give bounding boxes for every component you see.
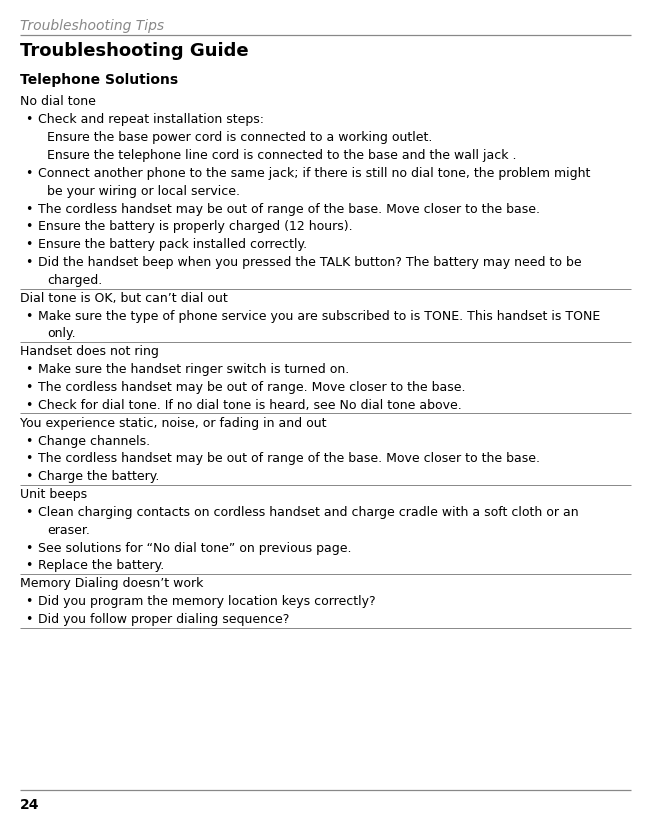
Text: The cordless handset may be out of range of the base. Move closer to the base.: The cordless handset may be out of range…: [38, 203, 540, 216]
Text: eraser.: eraser.: [47, 524, 90, 537]
Text: Troubleshooting Guide: Troubleshooting Guide: [20, 42, 248, 60]
Text: Ensure the battery is properly charged (12 hours).: Ensure the battery is properly charged (…: [38, 220, 352, 233]
Text: Ensure the telephone line cord is connected to the base and the wall jack .: Ensure the telephone line cord is connec…: [47, 149, 517, 162]
Text: •: •: [25, 434, 32, 447]
Text: Did you program the memory location keys correctly?: Did you program the memory location keys…: [38, 595, 375, 608]
Text: Handset does not ring: Handset does not ring: [20, 345, 159, 359]
Text: Check and repeat installation steps:: Check and repeat installation steps:: [38, 114, 264, 126]
Text: •: •: [25, 256, 32, 269]
Text: Ensure the base power cord is connected to a working outlet.: Ensure the base power cord is connected …: [47, 131, 433, 144]
Text: •: •: [25, 381, 32, 394]
Text: Dial tone is OK, but can’t dial out: Dial tone is OK, but can’t dial out: [20, 291, 227, 305]
Text: •: •: [25, 310, 32, 323]
Text: Charge the battery.: Charge the battery.: [38, 470, 159, 483]
Text: •: •: [25, 203, 32, 216]
Text: Replace the battery.: Replace the battery.: [38, 559, 164, 573]
Text: only.: only.: [47, 327, 76, 340]
Text: •: •: [25, 505, 32, 519]
Text: The cordless handset may be out of range of the base. Move closer to the base.: The cordless handset may be out of range…: [38, 452, 540, 466]
Text: No dial tone: No dial tone: [20, 95, 96, 109]
Text: •: •: [25, 595, 32, 608]
Text: charged.: charged.: [47, 274, 103, 287]
Text: •: •: [25, 363, 32, 376]
Text: •: •: [25, 559, 32, 573]
Text: See solutions for “No dial tone” on previous page.: See solutions for “No dial tone” on prev…: [38, 541, 351, 554]
Text: be your wiring or local service.: be your wiring or local service.: [47, 184, 240, 198]
Text: Did the handset beep when you pressed the TALK button? The battery may need to b: Did the handset beep when you pressed th…: [38, 256, 581, 269]
Text: Memory Dialing doesn’t work: Memory Dialing doesn’t work: [20, 577, 203, 590]
Text: •: •: [25, 220, 32, 233]
Text: You experience static, noise, or fading in and out: You experience static, noise, or fading …: [20, 417, 326, 430]
Text: Did you follow proper dialing sequence?: Did you follow proper dialing sequence?: [38, 613, 289, 626]
Text: Unit beeps: Unit beeps: [20, 488, 86, 501]
Text: •: •: [25, 541, 32, 554]
Text: •: •: [25, 114, 32, 126]
Text: Troubleshooting Tips: Troubleshooting Tips: [20, 19, 164, 33]
Text: Check for dial tone. If no dial tone is heard, see No dial tone above.: Check for dial tone. If no dial tone is …: [38, 398, 461, 412]
Text: Ensure the battery pack installed correctly.: Ensure the battery pack installed correc…: [38, 238, 307, 251]
Text: •: •: [25, 613, 32, 626]
Text: •: •: [25, 398, 32, 412]
Text: Change channels.: Change channels.: [38, 434, 150, 447]
Text: Telephone Solutions: Telephone Solutions: [20, 73, 177, 87]
Text: •: •: [25, 167, 32, 180]
Text: Make sure the handset ringer switch is turned on.: Make sure the handset ringer switch is t…: [38, 363, 349, 376]
Text: 24: 24: [20, 798, 39, 813]
Text: Make sure the type of phone service you are subscribed to is TONE. This handset : Make sure the type of phone service you …: [38, 310, 600, 323]
Text: Connect another phone to the same jack; if there is still no dial tone, the prob: Connect another phone to the same jack; …: [38, 167, 590, 180]
Text: The cordless handset may be out of range. Move closer to the base.: The cordless handset may be out of range…: [38, 381, 465, 394]
Text: •: •: [25, 470, 32, 483]
Text: •: •: [25, 452, 32, 466]
Text: Clean charging contacts on cordless handset and charge cradle with a soft cloth : Clean charging contacts on cordless hand…: [38, 505, 578, 519]
Text: •: •: [25, 238, 32, 251]
